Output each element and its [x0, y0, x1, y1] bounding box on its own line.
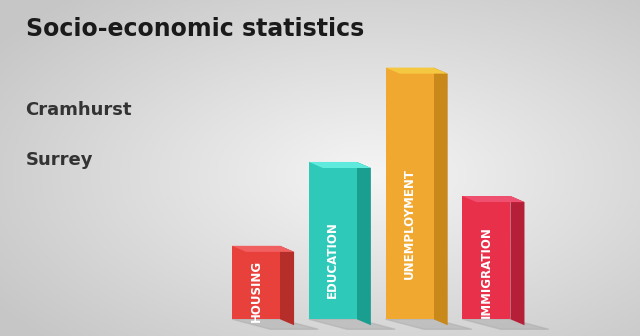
- Polygon shape: [434, 68, 448, 325]
- Text: IMMIGRATION: IMMIGRATION: [480, 226, 493, 318]
- Polygon shape: [385, 68, 448, 74]
- Polygon shape: [463, 319, 548, 329]
- Polygon shape: [232, 246, 280, 319]
- Polygon shape: [385, 68, 434, 319]
- Text: HOUSING: HOUSING: [250, 260, 262, 322]
- Text: EDUCATION: EDUCATION: [326, 221, 339, 298]
- Polygon shape: [357, 162, 371, 325]
- Polygon shape: [385, 319, 472, 329]
- Polygon shape: [309, 319, 395, 329]
- Text: Cramhurst: Cramhurst: [26, 101, 132, 119]
- Polygon shape: [232, 319, 319, 329]
- Polygon shape: [511, 196, 525, 325]
- Polygon shape: [463, 196, 511, 319]
- Polygon shape: [463, 196, 525, 202]
- Polygon shape: [280, 246, 294, 325]
- Text: Surrey: Surrey: [26, 151, 93, 169]
- Polygon shape: [309, 162, 371, 168]
- Polygon shape: [309, 162, 357, 319]
- Text: Socio-economic statistics: Socio-economic statistics: [26, 17, 364, 41]
- Polygon shape: [232, 246, 294, 252]
- Text: UNEMPLOYMENT: UNEMPLOYMENT: [403, 168, 416, 279]
